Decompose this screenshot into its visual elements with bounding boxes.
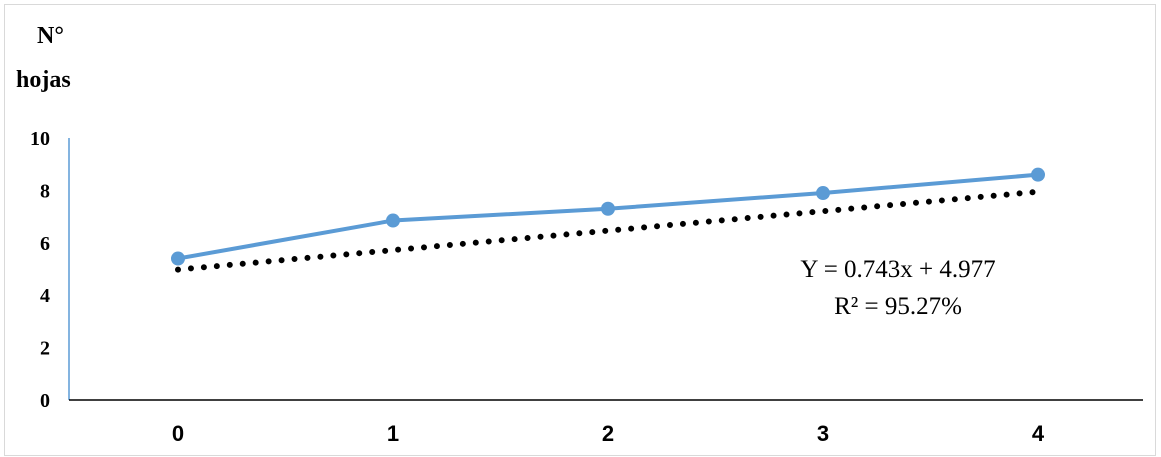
y-tick-labels: 0 2 4 6 8 10 xyxy=(30,128,50,412)
x-tick-label: 1 xyxy=(387,421,399,446)
data-point xyxy=(601,201,615,216)
series-group xyxy=(171,167,1045,266)
data-point xyxy=(1031,167,1045,182)
y-tick-label: 4 xyxy=(40,285,50,307)
data-point xyxy=(386,213,400,228)
y-tick-label: 6 xyxy=(40,233,50,255)
x-tick-label: 4 xyxy=(1032,421,1045,446)
trendline-group xyxy=(175,188,1041,273)
series-line xyxy=(177,172,1039,261)
y-tick-label: 0 xyxy=(40,390,50,412)
y-axis-label-line1: N° xyxy=(37,23,64,49)
y-tick-label: 2 xyxy=(40,338,50,360)
y-axis-label-line2: hojas xyxy=(16,67,71,93)
trendline xyxy=(175,188,1041,273)
x-tick-label: 3 xyxy=(817,421,829,446)
x-tick-label: 2 xyxy=(602,421,614,446)
x-tick-label: 0 xyxy=(172,421,184,446)
data-point xyxy=(816,186,830,201)
r-squared-label: R² = 95.27% xyxy=(834,293,962,320)
chart-frame xyxy=(4,4,1156,456)
x-tick-labels: 0 1 2 3 4 xyxy=(172,421,1045,446)
regression-equation: Y = 0.743x + 4.977 xyxy=(800,256,996,283)
data-point xyxy=(171,251,185,266)
y-tick-label: 10 xyxy=(30,128,50,150)
y-tick-label: 8 xyxy=(40,180,50,202)
